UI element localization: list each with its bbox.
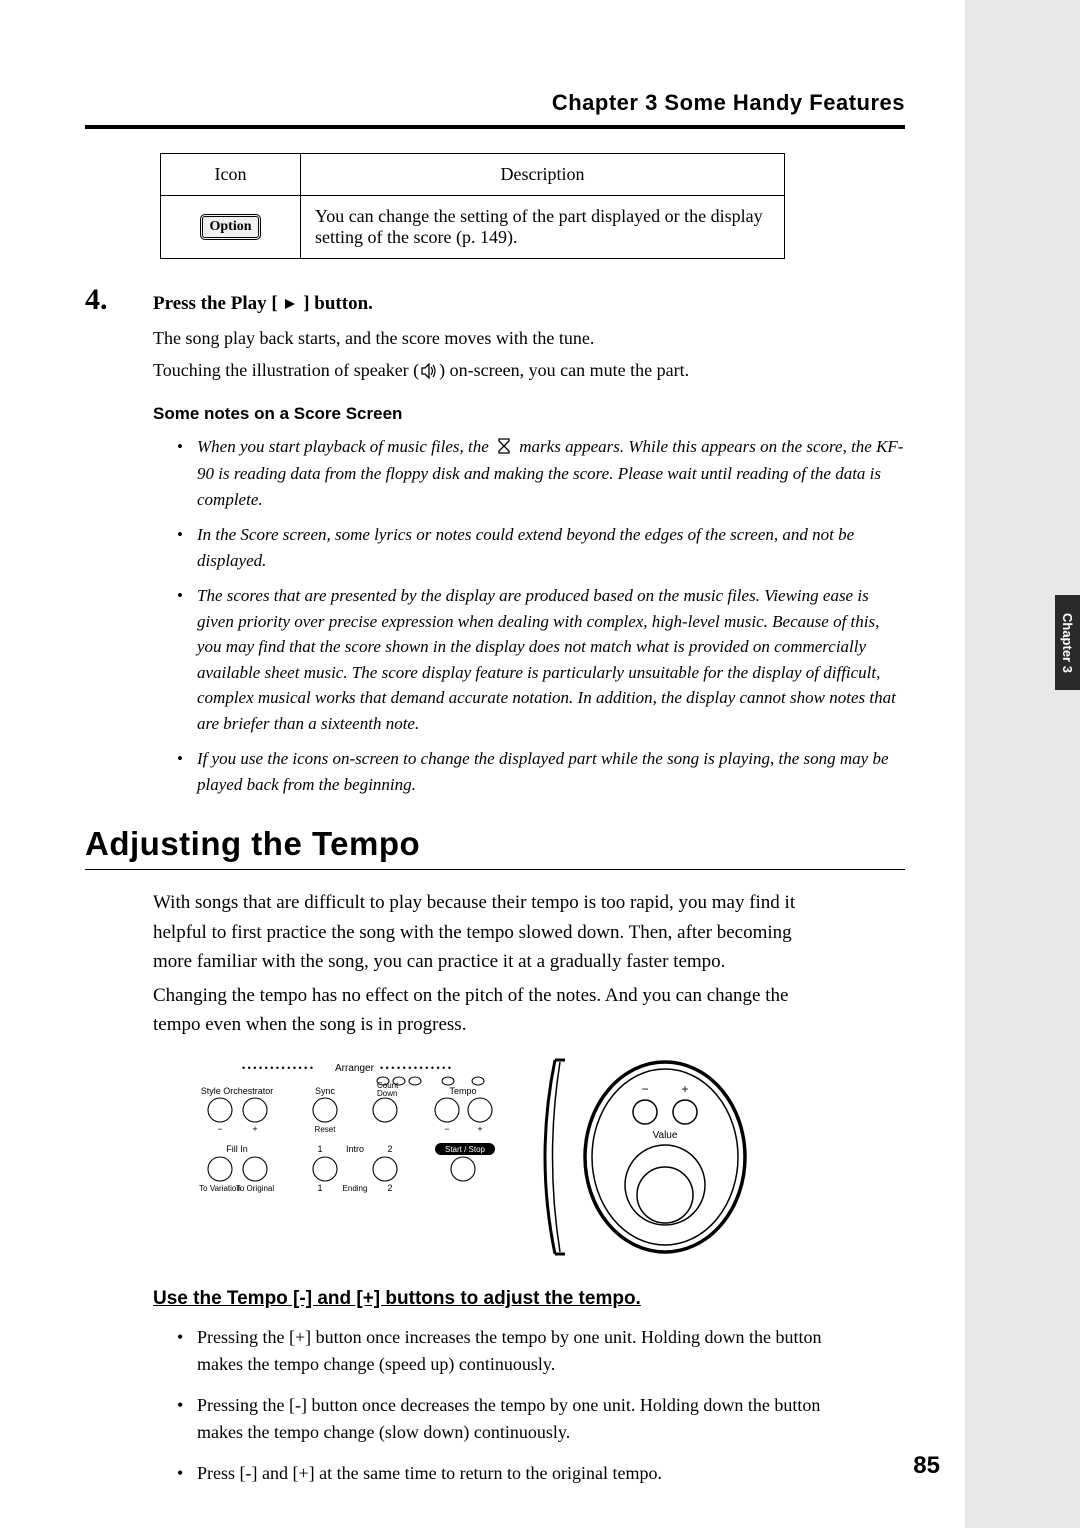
tempo-para-2: Changing the tempo has no effect on the … — [153, 981, 828, 1040]
svg-text:−: − — [641, 1082, 648, 1096]
label-tempo: Tempo — [449, 1086, 476, 1096]
table-header-row: Icon Description — [161, 154, 785, 196]
section-rule — [85, 869, 905, 870]
header-rule — [85, 125, 905, 129]
label-arranger: Arranger — [335, 1063, 375, 1074]
label-intro: Intro — [346, 1144, 364, 1154]
note-text-1a: When you start playback of music files, … — [197, 437, 493, 456]
label-style-orch: Style Orchestrator — [201, 1086, 274, 1096]
speaker-icon — [421, 360, 437, 388]
hourglass-icon — [497, 436, 511, 462]
label-toorig: To Original — [236, 1184, 274, 1193]
label-fillin: Fill In — [226, 1144, 248, 1154]
svg-text:2: 2 — [387, 1183, 392, 1193]
step-title-b: ] button. — [298, 293, 372, 314]
note-item: In the Score screen, some lyrics or note… — [177, 522, 905, 573]
option-icon: Option — [200, 214, 260, 240]
step-body-2: Touching the illustration of speaker ( ) … — [153, 357, 905, 388]
label-sync: Sync — [315, 1086, 336, 1096]
note-item: If you use the icons on-screen to change… — [177, 746, 905, 797]
col-header-icon: Icon — [161, 154, 301, 196]
svg-text:+: + — [252, 1124, 257, 1134]
dots-left: • • • • • • • • • • • • • — [242, 1063, 313, 1073]
svg-text:1: 1 — [317, 1144, 322, 1154]
chapter-tab: Chapter 3 — [1055, 595, 1080, 690]
step-body-2a: Touching the illustration of speaker ( — [153, 360, 419, 380]
panel-diagram: • • • • • • • • • • • • • Arranger • • •… — [195, 1057, 905, 1262]
play-icon — [284, 294, 296, 316]
svg-text:1: 1 — [317, 1183, 322, 1193]
page-number: 85 — [913, 1452, 940, 1480]
chapter-tab-label: Chapter 3 — [1060, 613, 1075, 673]
icon-description-table: Icon Description Option You can change t… — [160, 153, 785, 259]
svg-text:+: + — [681, 1082, 688, 1096]
note-item: When you start playback of music files, … — [177, 434, 905, 513]
description-cell: You can change the setting of the part d… — [301, 196, 785, 259]
label-startstop: Start / Stop — [445, 1145, 486, 1154]
panel-svg: • • • • • • • • • • • • • Arranger • • •… — [195, 1057, 765, 1257]
svg-text:−: − — [217, 1124, 222, 1134]
svg-text:+: + — [477, 1124, 482, 1134]
tempo-para-1: With songs that are difficult to play be… — [153, 888, 828, 976]
section-title: Adjusting the Tempo — [85, 825, 905, 863]
step-body-2b: ) on-screen, you can mute the part. — [439, 360, 689, 380]
step-4: 4. Press the Play [ ] button. — [85, 283, 905, 317]
table-row: Option You can change the setting of the… — [161, 196, 785, 259]
page-margin-strip — [965, 0, 1080, 1528]
step-item: Press [-] and [+] at the same time to re… — [177, 1460, 837, 1487]
svg-text:2: 2 — [387, 1144, 392, 1154]
notes-list: When you start playback of music files, … — [177, 434, 905, 798]
col-header-description: Description — [301, 154, 785, 196]
chapter-header: Chapter 3 Some Handy Features — [85, 90, 905, 116]
step-body-1: The song play back starts, and the score… — [153, 325, 905, 353]
page-content: Chapter 3 Some Handy Features Icon Descr… — [85, 90, 905, 1501]
step-number: 4. — [85, 283, 153, 317]
notes-subhead: Some notes on a Score Screen — [153, 404, 905, 424]
label-tovar: To Variation — [199, 1184, 241, 1193]
icon-cell: Option — [161, 196, 301, 259]
step-item: Pressing the [-] button once decreases t… — [177, 1392, 837, 1446]
step-title: Press the Play [ ] button. — [153, 293, 373, 316]
tempo-steps: Pressing the [+] button once increases t… — [177, 1324, 837, 1487]
label-ending: Ending — [343, 1184, 368, 1193]
note-item: The scores that are presented by the dis… — [177, 583, 905, 736]
step-title-a: Press the Play [ — [153, 293, 282, 314]
label-reset: Reset — [315, 1125, 337, 1134]
dots-right: • • • • • • • • • • • • • — [380, 1063, 451, 1073]
step-item: Pressing the [+] button once increases t… — [177, 1324, 837, 1378]
label-value: Value — [653, 1130, 678, 1141]
tempo-subhead: Use the Tempo [-] and [+] buttons to adj… — [153, 1288, 905, 1310]
label-down: Down — [377, 1089, 397, 1098]
svg-text:−: − — [444, 1124, 449, 1134]
